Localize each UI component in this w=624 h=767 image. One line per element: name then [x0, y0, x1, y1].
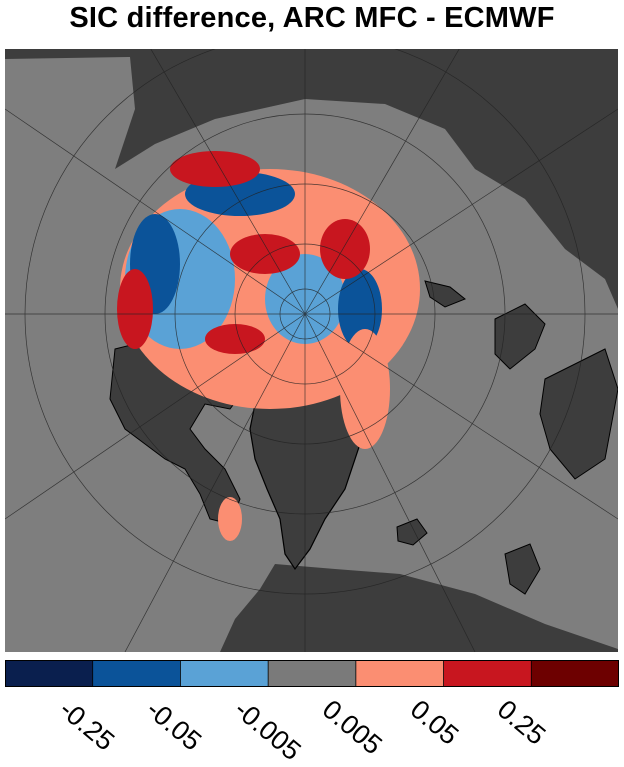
british-isles [504, 543, 541, 595]
colorbar [5, 660, 619, 687]
colorbar-box [443, 660, 533, 687]
ice-zone-red-south [205, 324, 265, 354]
iceland [396, 518, 428, 546]
colorbar-box [180, 660, 270, 687]
colorbar-box [355, 660, 445, 687]
colorbar-tick-label: 0.005 [316, 694, 388, 761]
arctic-map [5, 49, 618, 652]
ice-zone-red-north [170, 151, 260, 187]
scandinavia [539, 348, 618, 480]
colorbar-tick-label: 0.25 [491, 694, 552, 751]
ice-zone-red-inner [230, 234, 300, 274]
colorbar-tick-label: -0.25 [53, 694, 120, 757]
ice-zone-red-west [117, 269, 153, 349]
ice-zone-blue-east [338, 269, 382, 349]
graticule [5, 49, 618, 652]
colorbar-tick-label: 0.05 [404, 694, 464, 751]
novaya-zemlya [494, 303, 546, 370]
ice-zone-light-channel [218, 497, 242, 541]
colorbar-box [267, 660, 357, 687]
colorbar-box [92, 660, 182, 687]
svalbard [424, 280, 466, 308]
colorbar-tick-label: -0.005 [228, 694, 307, 767]
colorbar-boxes [5, 660, 619, 687]
colorbar-box [530, 660, 619, 687]
colorbar-box [5, 660, 94, 687]
ice-zone-red-east [320, 219, 370, 279]
map-title: SIC difference, ARC MFC - ECMWF [69, 2, 555, 34]
colorbar-tick-label: -0.05 [141, 694, 208, 757]
ice-zone-light-east [340, 329, 390, 449]
